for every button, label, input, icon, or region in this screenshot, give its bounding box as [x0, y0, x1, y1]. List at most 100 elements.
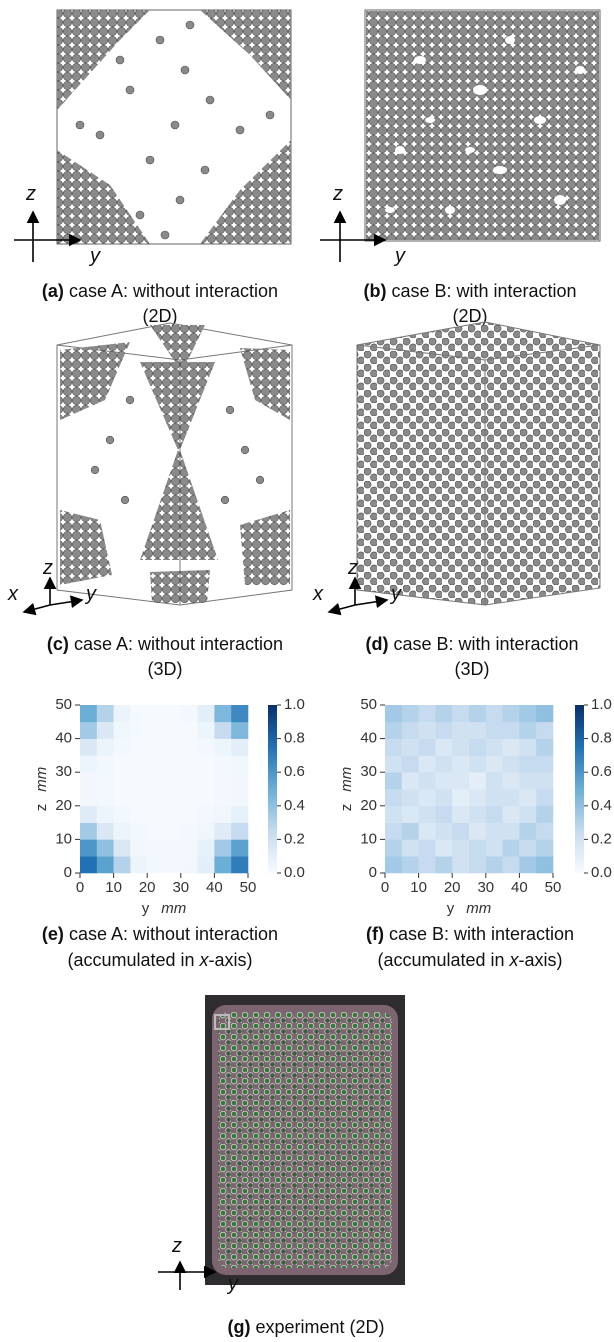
- heatmap-cell: [97, 755, 114, 772]
- heatmap-cell: [231, 806, 248, 823]
- heatmap-cell: [469, 856, 486, 873]
- x-tick-label: 40: [511, 879, 528, 896]
- axis-name: y: [447, 900, 455, 917]
- y-axis-label: zmm: [338, 767, 355, 812]
- caption-text: -axis): [519, 950, 563, 970]
- heatmap-cell: [80, 772, 97, 789]
- caption-text: case A: without interaction: [74, 634, 283, 654]
- heatmap-cell: [402, 823, 419, 840]
- heatmap-cell: [130, 705, 147, 722]
- axis-label: z: [42, 557, 53, 579]
- heatmap-cell: [452, 722, 469, 739]
- heatmap-cell: [114, 823, 131, 840]
- heatmap-cell: [231, 755, 248, 772]
- heatmap-cell: [130, 856, 147, 873]
- caption-text: (accumulated in: [377, 950, 509, 970]
- heatmap-cell: [536, 722, 553, 739]
- heatmap-cell: [452, 856, 469, 873]
- heatmap-cell: [97, 856, 114, 873]
- heatmap-cell: [214, 789, 231, 806]
- heatmap-cell: [536, 789, 553, 806]
- heatmap-cell: [80, 856, 97, 873]
- caption-text: (3D): [148, 659, 183, 679]
- heatmap-cell: [114, 755, 131, 772]
- caption-text: case B: with interaction: [391, 281, 576, 301]
- axis-label: z: [332, 183, 343, 205]
- heatmap-cell: [402, 739, 419, 756]
- heatmap-cell: [419, 772, 436, 789]
- heatmap-cell: [519, 772, 536, 789]
- heatmap-cell: [147, 722, 164, 739]
- heatmap-cell: [435, 722, 452, 739]
- heatmap-cell: [114, 705, 131, 722]
- heatmap-cell: [385, 839, 402, 856]
- heatmap-cell: [402, 755, 419, 772]
- colorbar-tick-label: 0.2: [284, 830, 305, 847]
- colorbar-tick-label: 0.8: [284, 730, 305, 747]
- heatmap-cell: [97, 823, 114, 840]
- heatmap-cell: [181, 722, 198, 739]
- heatmap-cell: [536, 755, 553, 772]
- colorbar-tick-label: 1.0: [591, 696, 612, 713]
- heatmap-cell: [130, 772, 147, 789]
- heatmap-cell: [402, 705, 419, 722]
- x-tick-label: 0: [76, 879, 84, 896]
- panel-label: (b): [363, 281, 386, 301]
- heatmap-cell: [536, 823, 553, 840]
- heatmap-cell: [402, 856, 419, 873]
- heatmap-cell: [503, 856, 520, 873]
- heatmap-cell: [198, 806, 215, 823]
- y-tick-label: 10: [360, 830, 377, 847]
- caption: (g) experiment (2D): [227, 1317, 384, 1337]
- x-tick-label: 30: [172, 879, 189, 896]
- heatmap-cell: [503, 789, 520, 806]
- heatmap-cell: [198, 839, 215, 856]
- heatmap-cell: [214, 772, 231, 789]
- heatmap-cell: [198, 789, 215, 806]
- heatmap-cell: [198, 705, 215, 722]
- heatmap-cell: [519, 705, 536, 722]
- axis-name: z: [338, 804, 355, 812]
- heatmap-cell: [231, 789, 248, 806]
- caption: (accumulated in x-axis): [67, 950, 252, 970]
- heatmap-cell: [181, 789, 198, 806]
- heatmap-cell: [97, 772, 114, 789]
- x-tick-label: 30: [477, 879, 494, 896]
- heatmap-cell: [486, 705, 503, 722]
- y-tick-label: 30: [360, 763, 377, 780]
- caption: (d) case B: with interaction: [365, 634, 578, 654]
- heatmap-cell: [385, 806, 402, 823]
- axis-label: z: [347, 557, 358, 579]
- heatmap-cell: [419, 789, 436, 806]
- y-tick-label: 20: [55, 797, 72, 814]
- heatmap-cell: [452, 739, 469, 756]
- heatmap-cell: [130, 755, 147, 772]
- heatmap-cell: [503, 806, 520, 823]
- heatmap-cell: [419, 823, 436, 840]
- heatmap-cell: [486, 772, 503, 789]
- heatmap-cell: [469, 806, 486, 823]
- heatmap-cell: [469, 772, 486, 789]
- heatmap-cell: [402, 722, 419, 739]
- heatmap-cell: [385, 755, 402, 772]
- colorbar-tick-label: 0.2: [591, 830, 612, 847]
- heatmap-cell: [435, 772, 452, 789]
- heatmap-cell: [130, 739, 147, 756]
- heatmap-cell: [80, 722, 97, 739]
- heatmap-cell: [114, 789, 131, 806]
- sim-3d-case-a: [57, 323, 292, 605]
- caption-text: case B: with interaction: [393, 634, 578, 654]
- y-tick-label: 40: [360, 730, 377, 747]
- y-tick-label: 50: [360, 696, 377, 713]
- heatmap-cell: [402, 839, 419, 856]
- heatmap-cell: [130, 722, 147, 739]
- y-tick-label: 0: [369, 864, 377, 881]
- heatmap-cell: [469, 722, 486, 739]
- x-tick-label: 20: [444, 879, 461, 896]
- heatmap-cell: [214, 739, 231, 756]
- heatmap-cell: [469, 789, 486, 806]
- heatmap-cell: [486, 823, 503, 840]
- heatmap-cell: [181, 806, 198, 823]
- y-tick-label: 20: [360, 797, 377, 814]
- heatmap-cell: [435, 823, 452, 840]
